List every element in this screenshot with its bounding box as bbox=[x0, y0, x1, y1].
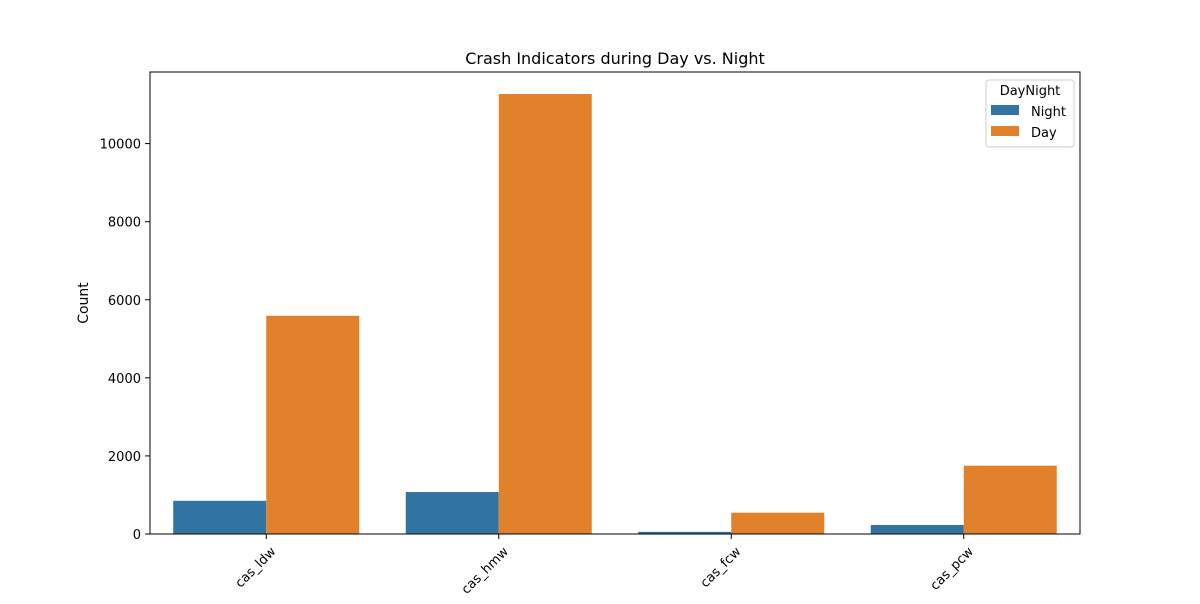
y-tick-label: 4000 bbox=[108, 372, 141, 387]
legend-swatch-night bbox=[991, 105, 1019, 115]
bar-night-cas_pcw bbox=[870, 525, 964, 534]
y-tick-label: 2000 bbox=[108, 450, 141, 465]
plot-frame bbox=[149, 71, 1081, 535]
y-tick-label: 0 bbox=[133, 528, 141, 543]
bar-day-cas_fcw bbox=[731, 512, 825, 534]
x-axis: cas_ldw cas_hmw cas_fcw cas_pcw bbox=[233, 534, 977, 597]
bar-night-cas_hmw bbox=[405, 492, 499, 534]
y-tick-label: 10000 bbox=[100, 138, 141, 153]
bar-night-cas_ldw bbox=[173, 500, 267, 534]
bars-layer bbox=[173, 94, 1057, 535]
legend: DayNight Night Day bbox=[985, 79, 1075, 148]
x-tick-label: cas_ldw bbox=[233, 544, 280, 591]
bar-day-cas_hmw bbox=[498, 94, 592, 535]
legend-swatch-day bbox=[991, 126, 1019, 136]
legend-title: DayNight bbox=[1000, 84, 1061, 99]
x-tick-label: cas_hmw bbox=[459, 544, 512, 597]
y-axis: 0 2000 4000 6000 8000 10000 bbox=[100, 138, 150, 543]
y-tick-label: 8000 bbox=[108, 216, 141, 231]
x-tick-label: cas_fcw bbox=[698, 544, 745, 591]
x-tick-label: cas_pcw bbox=[928, 544, 977, 593]
legend-label-day: Day bbox=[1031, 126, 1057, 141]
bar-night-cas_fcw bbox=[638, 531, 732, 534]
y-tick-label: 6000 bbox=[108, 294, 141, 309]
y-axis-label: Count bbox=[76, 282, 92, 324]
legend-label-night: Night bbox=[1031, 105, 1066, 120]
bar-day-cas_pcw bbox=[963, 465, 1057, 534]
bar-day-cas_ldw bbox=[266, 315, 360, 534]
chart-title: Crash Indicators during Day vs. Night bbox=[465, 49, 765, 68]
